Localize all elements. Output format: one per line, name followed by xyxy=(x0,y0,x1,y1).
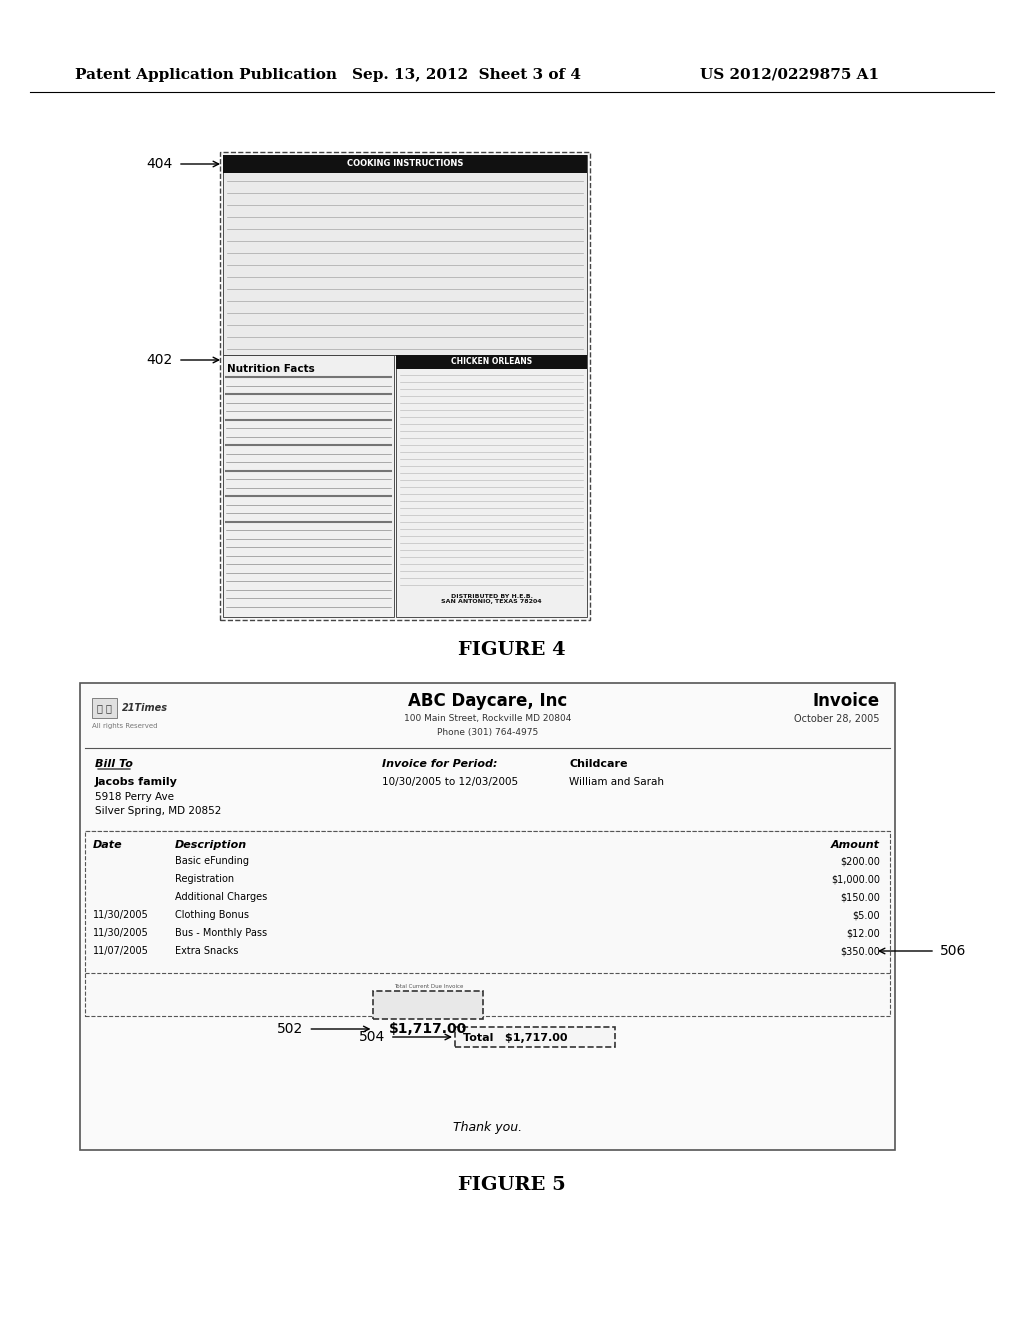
Text: Bus - Monthly Pass: Bus - Monthly Pass xyxy=(175,928,267,939)
Bar xyxy=(223,355,394,616)
Text: 11/30/2005: 11/30/2005 xyxy=(93,928,148,939)
Text: Basic eFunding: Basic eFunding xyxy=(175,855,249,866)
Text: Phone (301) 764-4975: Phone (301) 764-4975 xyxy=(437,729,539,738)
Text: 402: 402 xyxy=(146,352,173,367)
Text: $150.00: $150.00 xyxy=(840,892,880,902)
Text: William and Sarah: William and Sarah xyxy=(569,777,664,787)
Text: $12.00: $12.00 xyxy=(846,928,880,939)
Text: 10/30/2005 to 12/03/2005: 10/30/2005 to 12/03/2005 xyxy=(382,777,518,787)
Text: Silver Spring, MD 20852: Silver Spring, MD 20852 xyxy=(95,807,221,816)
Bar xyxy=(396,355,587,370)
Text: 506: 506 xyxy=(940,944,967,958)
Text: 21Times: 21Times xyxy=(122,704,168,713)
Text: 504: 504 xyxy=(358,1030,385,1044)
Text: $350.00: $350.00 xyxy=(840,946,880,956)
Text: CHICKEN ORLEANS: CHICKEN ORLEANS xyxy=(451,358,532,367)
Text: US 2012/0229875 A1: US 2012/0229875 A1 xyxy=(700,69,880,82)
Text: $200.00: $200.00 xyxy=(840,855,880,866)
Text: Invoice for Period:: Invoice for Period: xyxy=(382,759,497,770)
Text: Registration: Registration xyxy=(175,874,234,884)
Text: ABC Daycare, Inc: ABC Daycare, Inc xyxy=(408,692,567,710)
Bar xyxy=(85,832,890,1016)
Text: 5918 Perry Ave: 5918 Perry Ave xyxy=(95,792,174,803)
Text: Amount: Amount xyxy=(831,840,880,850)
Text: FIGURE 4: FIGURE 4 xyxy=(458,642,566,659)
Text: $1,000.00: $1,000.00 xyxy=(831,874,880,884)
Text: DISTRIBUTED BY H.E.B.
SAN ANTONIO, TEXAS 78204: DISTRIBUTED BY H.E.B. SAN ANTONIO, TEXAS… xyxy=(441,594,542,605)
Text: All rights Reserved: All rights Reserved xyxy=(92,723,158,729)
Bar xyxy=(80,682,895,1150)
Text: Childcare: Childcare xyxy=(569,759,628,770)
Text: Invoice: Invoice xyxy=(813,692,880,710)
Text: 404: 404 xyxy=(146,157,173,172)
Bar xyxy=(396,355,587,616)
Bar xyxy=(92,698,117,718)
Text: Total   $1,717.00: Total $1,717.00 xyxy=(463,1034,567,1043)
Bar xyxy=(223,154,587,173)
Text: 11/07/2005: 11/07/2005 xyxy=(93,946,148,956)
Text: 502: 502 xyxy=(278,1022,303,1036)
Text: 图 像: 图 像 xyxy=(96,704,112,713)
Text: FIGURE 5: FIGURE 5 xyxy=(458,1176,566,1195)
Text: Clothing Bonus: Clothing Bonus xyxy=(175,909,249,920)
Text: Sep. 13, 2012  Sheet 3 of 4: Sep. 13, 2012 Sheet 3 of 4 xyxy=(352,69,581,82)
Bar xyxy=(223,154,587,355)
Text: Thank you.: Thank you. xyxy=(453,1122,522,1134)
Text: 11/30/2005: 11/30/2005 xyxy=(93,909,148,920)
Text: October 28, 2005: October 28, 2005 xyxy=(795,714,880,723)
Text: Date: Date xyxy=(93,840,123,850)
Bar xyxy=(220,152,590,620)
Text: $5.00: $5.00 xyxy=(852,909,880,920)
Text: Total Current Due Invoice: Total Current Due Invoice xyxy=(393,985,463,990)
Text: $1,717.00: $1,717.00 xyxy=(389,1022,468,1036)
Bar xyxy=(374,991,483,1019)
Text: Patent Application Publication: Patent Application Publication xyxy=(75,69,337,82)
Text: Extra Snacks: Extra Snacks xyxy=(175,946,239,956)
Text: Description: Description xyxy=(175,840,247,850)
Text: Additional Charges: Additional Charges xyxy=(175,892,267,902)
Text: Jacobs family: Jacobs family xyxy=(95,777,178,787)
Text: Nutrition Facts: Nutrition Facts xyxy=(227,364,314,374)
Text: COOKING INSTRUCTIONS: COOKING INSTRUCTIONS xyxy=(347,160,463,169)
Bar xyxy=(455,1027,614,1047)
Text: Bill To: Bill To xyxy=(95,759,133,770)
Text: 100 Main Street, Rockville MD 20804: 100 Main Street, Rockville MD 20804 xyxy=(403,714,571,723)
